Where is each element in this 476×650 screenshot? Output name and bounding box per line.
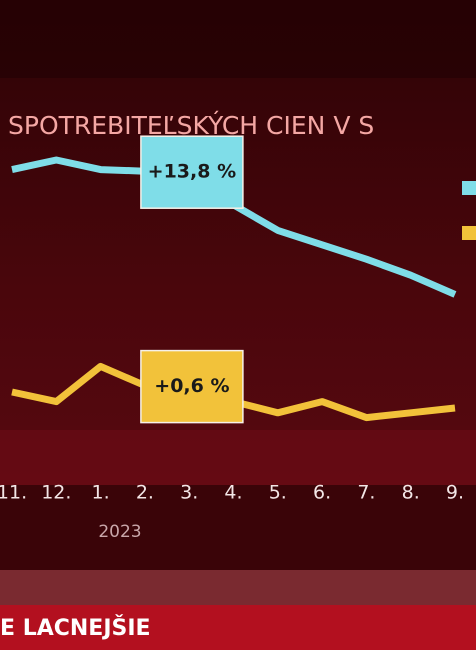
year-label: 2023: [98, 522, 141, 542]
top-band: [0, 0, 476, 78]
chart-title: SPOTREBITEĽSKÝCH CIEN V S: [8, 111, 374, 140]
legend-swatch: [462, 226, 476, 240]
plot: 11. 12. 1. 2. 3. 4. 5. 6. 7. 8. 9. +13,8 % +0,6 %: [0, 135, 476, 504]
annotation-text: +0,6 %: [154, 375, 229, 397]
plot-floor: [0, 430, 476, 485]
annotation-box: [140, 135, 244, 209]
axis-band: [0, 485, 476, 580]
legend-swatch: [462, 181, 476, 195]
x-tick-label: 6.: [313, 482, 331, 504]
x-tick-label: 2.: [136, 482, 154, 504]
x-tick-label: 4.: [224, 482, 242, 504]
banner-bg: [0, 605, 476, 650]
x-tick-label: 7.: [357, 482, 375, 504]
x-tick-label: 12.: [41, 482, 71, 504]
x-tick-label: 11.: [0, 482, 27, 504]
x-tick-label: 8.: [402, 482, 420, 504]
x-tick-label: 3.: [180, 482, 198, 504]
strip: [0, 570, 476, 605]
x-tick-label: 9.: [446, 482, 464, 504]
banner-text: E LACNEJŠIE: [0, 615, 151, 641]
x-tick-label: 5.: [269, 482, 287, 504]
annotation-text: +13,8 %: [148, 161, 236, 183]
x-tick-label: 1.: [92, 482, 110, 504]
annotation-box: [140, 349, 244, 424]
